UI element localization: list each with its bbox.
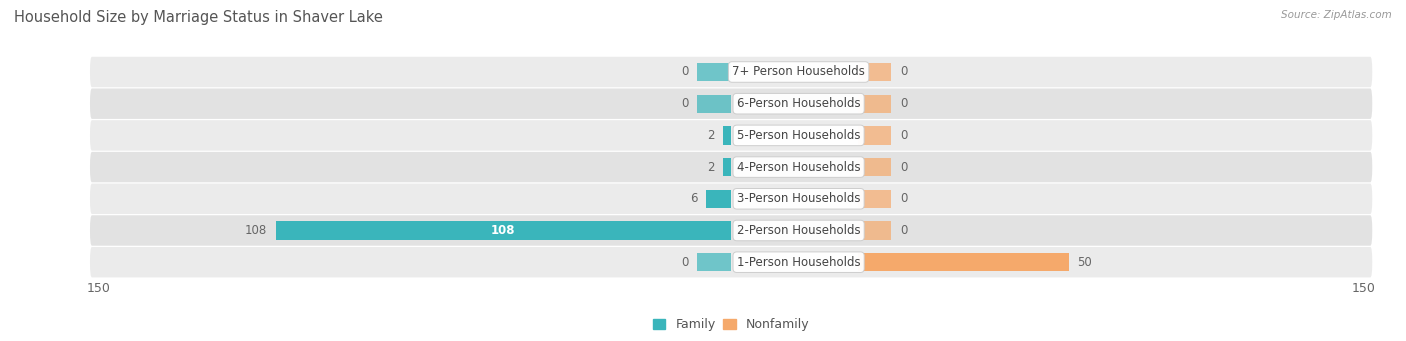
Text: 0: 0 <box>900 65 907 78</box>
FancyBboxPatch shape <box>90 247 1372 277</box>
Text: 1-Person Households: 1-Person Households <box>737 256 860 269</box>
Bar <box>858 158 891 176</box>
Text: 108: 108 <box>491 224 516 237</box>
Text: 6-Person Households: 6-Person Households <box>737 97 860 110</box>
Text: 0: 0 <box>682 256 689 269</box>
Legend: Family, Nonfamily: Family, Nonfamily <box>648 313 814 336</box>
Text: Source: ZipAtlas.com: Source: ZipAtlas.com <box>1281 10 1392 20</box>
FancyBboxPatch shape <box>90 88 1372 119</box>
FancyBboxPatch shape <box>90 120 1372 151</box>
Bar <box>706 190 731 208</box>
Bar <box>697 253 731 271</box>
Text: 108: 108 <box>245 224 267 237</box>
Bar <box>858 126 891 145</box>
Bar <box>858 253 1069 271</box>
Bar <box>858 190 891 208</box>
Bar <box>723 126 731 145</box>
Text: 2: 2 <box>707 161 714 174</box>
Text: 5-Person Households: 5-Person Households <box>737 129 860 142</box>
FancyBboxPatch shape <box>90 57 1372 87</box>
Bar <box>723 158 731 176</box>
Text: 2-Person Households: 2-Person Households <box>737 224 860 237</box>
Text: 3-Person Households: 3-Person Households <box>737 192 860 205</box>
Text: 50: 50 <box>1077 256 1091 269</box>
Text: 0: 0 <box>900 161 907 174</box>
Bar <box>858 221 891 240</box>
Text: 0: 0 <box>900 224 907 237</box>
Text: 0: 0 <box>682 65 689 78</box>
Text: 4-Person Households: 4-Person Households <box>737 161 860 174</box>
FancyBboxPatch shape <box>90 183 1372 214</box>
FancyBboxPatch shape <box>90 215 1372 246</box>
Bar <box>697 63 731 81</box>
Text: 6: 6 <box>690 192 697 205</box>
Text: 0: 0 <box>900 192 907 205</box>
Text: 0: 0 <box>900 129 907 142</box>
Text: 0: 0 <box>682 97 689 110</box>
FancyBboxPatch shape <box>90 152 1372 182</box>
Bar <box>276 221 731 240</box>
Text: 0: 0 <box>900 97 907 110</box>
Bar <box>697 94 731 113</box>
Text: Household Size by Marriage Status in Shaver Lake: Household Size by Marriage Status in Sha… <box>14 10 382 25</box>
Bar <box>858 63 891 81</box>
Bar <box>858 94 891 113</box>
Text: 2: 2 <box>707 129 714 142</box>
Text: 7+ Person Households: 7+ Person Households <box>733 65 865 78</box>
